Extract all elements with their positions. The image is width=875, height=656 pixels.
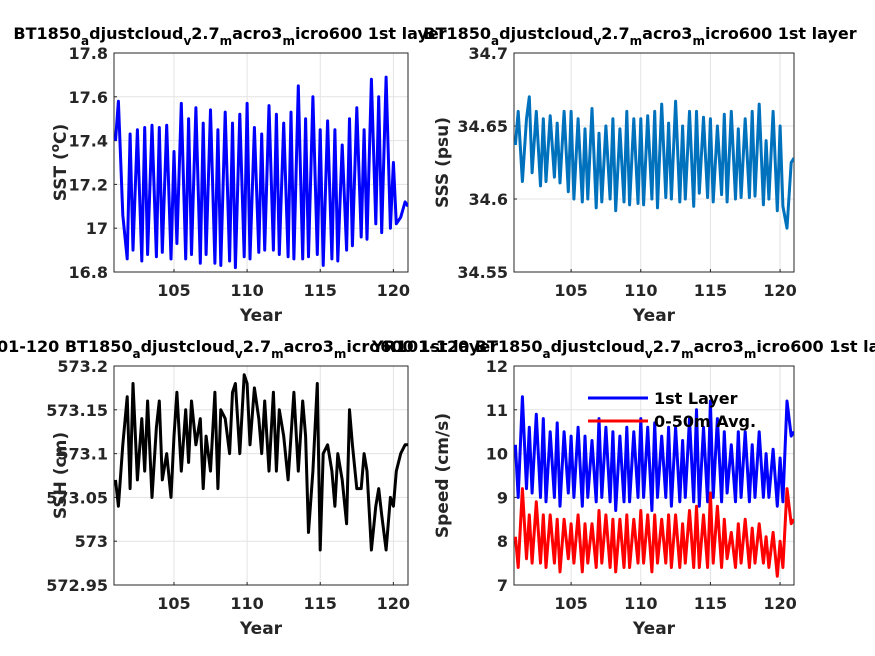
chart-title: YR101-120 BT1850adjustcloudv2.7macro3mic… [371,337,875,361]
axes-box [113,52,409,273]
x-tick-label: 105 [554,281,587,300]
y-tick-label: 573.15 [46,401,108,420]
y-tick-label: 34.7 [469,44,508,63]
series-line-1st-layer [514,395,794,512]
y-tick-label: 11 [486,401,508,420]
y-axis-label: SST (oC) [48,124,71,202]
series-line-1 [114,75,408,270]
y-tick-label: 573.1 [57,445,108,464]
chart-title: YR101-120 BT1850adjustcloudv2.7macro3mic… [0,337,498,361]
chart-panel-3: 105 110 115 120 572.95 573 573.05 573.1 573.15 57… [0,337,498,639]
x-tick-label: 115 [304,281,337,300]
legend-label: 0-50m Avg. [654,412,756,431]
x-axis-label: Year [239,619,283,639]
y-axis-label: SSS (psu) [433,117,453,208]
series-line-0-50m-avg- [514,487,794,578]
x-tick-label: 105 [157,594,190,613]
legend-label: 1st Layer [654,389,738,408]
series-line-1 [114,373,408,552]
y-axis-label: SSH (cm) [51,432,71,519]
y-tick-label: 572.95 [46,576,108,595]
x-tick-label: 105 [157,281,190,300]
axes-box [513,52,795,273]
x-axis-label: Year [632,619,676,639]
y-tick-label: 573.05 [46,488,108,507]
y-tick-label: 34.55 [457,263,508,282]
y-tick-label: 12 [486,357,508,376]
y-tick-label: 573.2 [57,357,108,376]
y-tick-label: 34.6 [469,190,508,209]
x-tick-label: 110 [624,281,657,300]
y-tick-label: 7 [497,576,508,595]
y-tick-label: 17.4 [69,132,108,151]
x-tick-label: 110 [230,594,263,613]
chart-title: BT1850adjustcloudv2.7macro3micro600 1st … [423,24,856,48]
x-tick-label: 120 [377,281,410,300]
x-tick-label: 120 [763,281,796,300]
y-tick-label: 573 [75,532,108,551]
y-tick-label: 17.2 [69,175,108,194]
x-tick-label: 105 [554,594,587,613]
y-tick-label: 8 [497,532,508,551]
x-tick-label: 120 [763,594,796,613]
y-tick-label: 34.65 [457,117,508,136]
y-tick-label: 9 [497,488,508,507]
axes-box [513,365,795,586]
x-tick-label: 120 [377,594,410,613]
x-tick-label: 115 [694,281,727,300]
x-tick-label: 110 [230,281,263,300]
x-tick-label: 115 [694,594,727,613]
axes-box [113,365,409,586]
series-line-1 [514,95,794,230]
x-tick-label: 110 [624,594,657,613]
y-tick-label: 17.8 [69,44,108,63]
y-tick-label: 10 [486,445,508,464]
chart-panel-2: 105 110 115 120 34.55 34.6 34.65 34.7 Year SSS (p… [423,24,856,326]
x-axis-label: Year [239,306,283,326]
y-tick-label: 16.8 [69,263,108,282]
y-axis-label: Speed (cm/s) [433,413,453,538]
chart-title: BT1850adjustcloudv2.7macro3micro600 1st … [13,24,446,48]
y-tick-label: 17.6 [69,88,108,107]
y-tick-label: 17 [86,219,108,238]
plot-area [113,365,409,586]
chart-panel-4: 105 110 115 120 7 8 9 10 11 12 1st Layer 0-50m Avg.… [371,337,875,639]
x-axis-label: Year [632,306,676,326]
chart-panel-1: 105 110 115 120 16.8 17 17.2 17.4 17.6 17.8 Year SS… [13,24,446,326]
x-tick-label: 115 [304,594,337,613]
